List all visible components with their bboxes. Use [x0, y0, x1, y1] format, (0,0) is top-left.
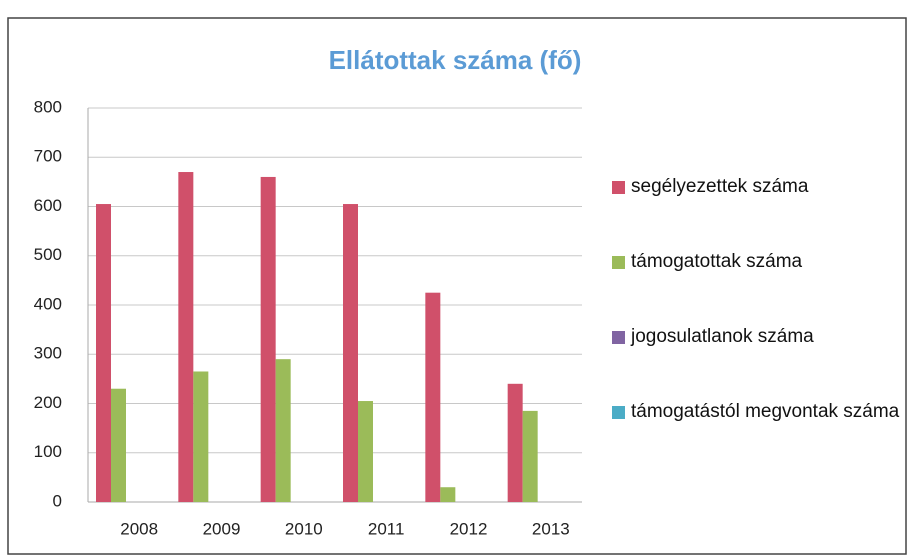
y-tick-label: 300	[34, 344, 62, 363]
legend-entry: támogatástól megvontak száma	[612, 400, 902, 424]
legend-entry: jogosulatlanok száma	[612, 325, 902, 349]
x-tick-label: 2013	[532, 519, 570, 538]
y-tick-label: 700	[34, 147, 62, 166]
x-tick-label: 2008	[120, 519, 158, 538]
bar	[96, 204, 111, 502]
legend-label: jogosulatlanok száma	[631, 326, 814, 347]
x-tick-label: 2009	[203, 519, 241, 538]
legend-swatch	[612, 406, 625, 419]
bar	[507, 383, 523, 502]
legend-swatch	[612, 181, 625, 194]
chart-frame	[7, 17, 907, 555]
legend-label: támogatottak száma	[631, 251, 803, 272]
y-tick-label: 400	[34, 294, 62, 313]
bar	[111, 388, 126, 502]
legend-label: támogatástól megvontak száma	[631, 401, 900, 422]
x-tick-label: 2010	[285, 519, 323, 538]
x-tick-label: 2011	[368, 519, 405, 538]
legend-entry: támogatottak száma	[612, 250, 902, 274]
y-tick-label: 600	[34, 196, 62, 215]
chart-title: Ellátottak száma (fő)	[329, 45, 582, 75]
y-tick-label: 800	[34, 97, 62, 116]
bar	[425, 292, 441, 502]
y-tick-label: 0	[53, 491, 62, 510]
bar	[193, 371, 209, 502]
bar	[343, 204, 358, 502]
bar	[522, 410, 538, 502]
y-tick-label: 100	[34, 442, 62, 461]
bar	[260, 176, 276, 502]
y-tick-label: 500	[34, 245, 62, 264]
legend-swatch	[612, 256, 625, 269]
bar	[275, 359, 291, 502]
legend-entry: segélyezettek száma	[612, 175, 902, 199]
x-tick-label: 2012	[450, 519, 488, 538]
legend-label: segélyezettek száma	[631, 176, 809, 197]
y-tick-label: 200	[34, 393, 62, 412]
bar	[358, 401, 373, 502]
bar	[178, 172, 194, 502]
bar	[440, 487, 456, 502]
legend: segélyezettek száma támogatottak száma jog…	[612, 175, 902, 475]
legend-swatch	[612, 331, 625, 344]
